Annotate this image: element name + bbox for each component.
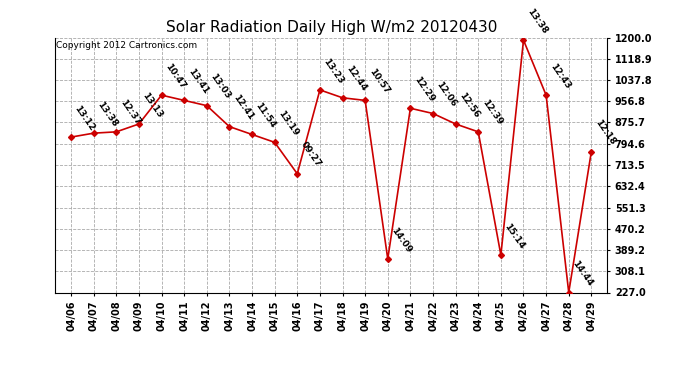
Title: Solar Radiation Daily High W/m2 20120430: Solar Radiation Daily High W/m2 20120430 [166, 20, 497, 35]
Text: 12:37: 12:37 [118, 98, 142, 127]
Text: 13:38: 13:38 [95, 100, 119, 129]
Text: 12:29: 12:29 [412, 75, 436, 104]
Text: 13:12: 13:12 [73, 104, 97, 132]
Text: 12:56: 12:56 [457, 91, 481, 119]
Text: 13:41: 13:41 [186, 67, 210, 96]
Text: 12:06: 12:06 [435, 80, 459, 109]
Text: 13:38: 13:38 [525, 7, 549, 35]
Text: 12:44: 12:44 [344, 64, 368, 93]
Text: 12:41: 12:41 [231, 93, 255, 122]
Text: Copyright 2012 Cartronics.com: Copyright 2012 Cartronics.com [57, 41, 197, 50]
Text: 13:23: 13:23 [322, 57, 346, 85]
Text: 12:39: 12:39 [480, 98, 504, 127]
Text: 14:44: 14:44 [571, 259, 595, 288]
Text: 15:14: 15:14 [503, 222, 526, 250]
Text: 14:09: 14:09 [390, 225, 413, 254]
Text: 12:18: 12:18 [593, 118, 617, 147]
Text: 10:47: 10:47 [164, 62, 187, 90]
Text: 12:43: 12:43 [548, 62, 572, 90]
Text: 10:57: 10:57 [367, 67, 391, 96]
Text: 13:19: 13:19 [277, 109, 300, 138]
Text: 09:27: 09:27 [299, 140, 323, 169]
Text: 13:03: 13:03 [208, 72, 233, 101]
Text: 11:54: 11:54 [254, 101, 277, 130]
Text: 13:13: 13:13 [141, 91, 164, 119]
